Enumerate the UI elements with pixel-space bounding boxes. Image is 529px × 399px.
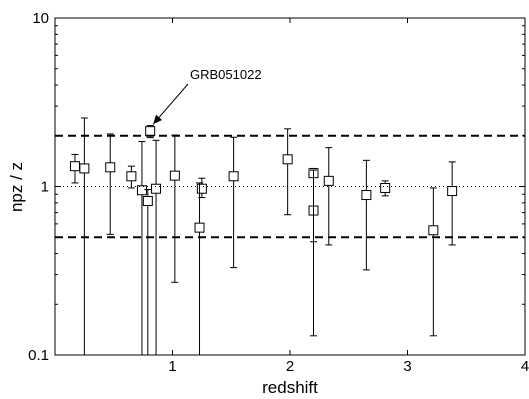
data-point [127,172,136,181]
error-bar [325,148,332,245]
x-tick-label: 3 [403,358,411,375]
data-point [137,186,146,195]
error-bar [128,166,135,188]
data-point [143,197,152,206]
error-bar [196,183,203,355]
data-point [197,184,206,193]
data-point [283,155,292,164]
y-tick-label: 10 [32,10,49,27]
error-bar [430,188,437,336]
error-bar [284,129,291,215]
x-tick-label: 4 [521,358,529,375]
axis-ticks: 1 2 3 4 0.1 1 10 [28,10,529,375]
annotation-label: GRB051022 [190,67,262,82]
error-bar [230,137,237,267]
data-point [106,163,115,172]
error-bar [363,160,370,270]
error-bar [144,189,151,355]
error-bar [449,162,456,245]
data-point [362,191,371,200]
data-point [324,176,333,185]
data-point [146,127,155,136]
data-point [195,223,204,232]
data-point [170,171,179,180]
data-point [229,172,238,181]
y-tick-label: 1 [41,179,49,196]
error-bar [71,154,78,183]
y-tick-label: 0.1 [28,347,49,364]
data-point [152,184,161,193]
error-bar [138,141,145,355]
x-tick-label: 2 [286,358,294,375]
data-point [70,162,79,171]
annotations: GRB051022 [153,67,261,124]
x-tick-label: 1 [168,358,176,375]
error-bar [310,170,317,336]
data-point [448,187,457,196]
data-markers [70,127,456,235]
error-bar [107,134,114,234]
data-point [429,226,438,235]
data-point [80,164,89,173]
error-bar [153,140,160,355]
error-bar [171,135,178,282]
x-axis-label: redshift [262,378,318,397]
data-point [381,183,390,192]
y-axis-label: npz / z [7,162,26,212]
